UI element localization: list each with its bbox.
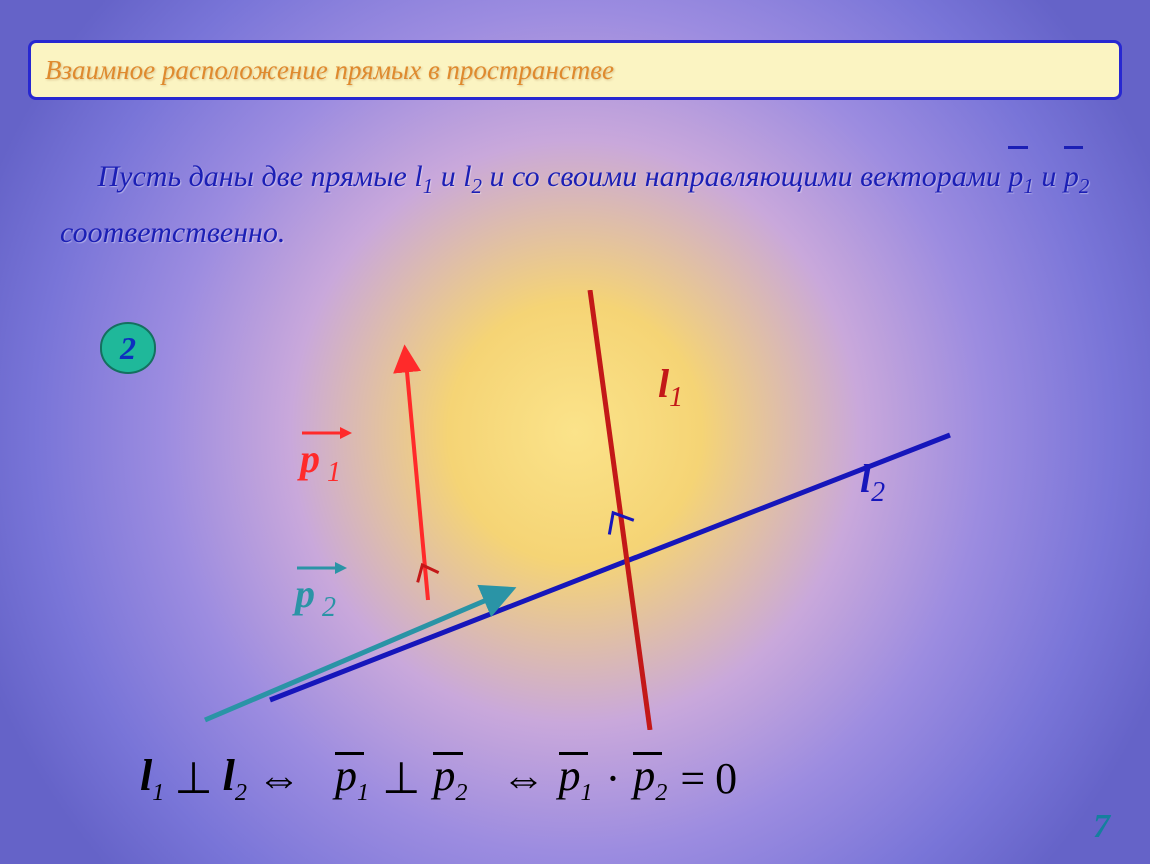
perp-icon: ⊥ — [174, 753, 212, 804]
iff-icon: ⇔ — [257, 753, 301, 804]
intro-p2: p2 — [1064, 150, 1090, 206]
f-p2b: p2 — [630, 750, 670, 807]
f-p1b: p1 — [556, 750, 596, 807]
label-l1: l1 — [658, 360, 683, 414]
intro-l1: l1 — [414, 160, 433, 193]
step-badge-num: 2 — [120, 330, 136, 367]
step-badge: 2 — [100, 322, 156, 374]
diagram-svg — [160, 290, 980, 730]
intro-and2: и — [1041, 160, 1064, 193]
f-p1: p1 — [332, 750, 372, 807]
perp-mark-2 — [418, 565, 439, 582]
intro-text: Пусть даны две прямые l1 и l2 и со своим… — [60, 150, 1100, 260]
page-number: 7 — [1093, 808, 1110, 846]
perp-icon: ⊥ — [382, 753, 420, 804]
f-p2: p2 — [430, 750, 470, 807]
eq-icon: = — [680, 753, 705, 804]
intro-part2: и со своими направляющими векторами — [490, 160, 1009, 193]
label-l2: l2 — [860, 455, 885, 509]
diagram: l1 l2 p 1 p 2 — [160, 290, 980, 720]
intro-p1: p1 — [1008, 150, 1034, 206]
f-zero: 0 — [715, 753, 737, 804]
label-p1: p 1 — [300, 435, 341, 489]
line-l1 — [590, 290, 650, 730]
label-p2: p 2 — [295, 570, 336, 624]
arrow-over-p1-icon — [302, 425, 352, 441]
iff-icon: ⇔ — [502, 753, 546, 804]
arrow-over-p2-icon — [297, 560, 347, 576]
title-text: Взаимное расположение прямых в пространс… — [45, 55, 614, 86]
intro-part3: соответственно. — [60, 216, 285, 249]
intro-l2: l2 — [463, 160, 482, 193]
intro-part1: Пусть даны две прямые — [98, 160, 415, 193]
vector-p1 — [405, 350, 428, 600]
title-box: Взаимное расположение прямых в пространс… — [28, 40, 1122, 100]
dot-icon: · — [606, 753, 621, 804]
line-l2 — [270, 435, 950, 700]
formula: l1 ⊥ l2 ⇔ p1 ⊥ p2 ⇔ p1 · p2 = 0 — [140, 750, 737, 807]
vector-p2 — [205, 590, 510, 720]
f-l1: l1 — [140, 750, 164, 807]
f-l2: l2 — [223, 750, 247, 807]
intro-and1: и — [441, 160, 464, 193]
